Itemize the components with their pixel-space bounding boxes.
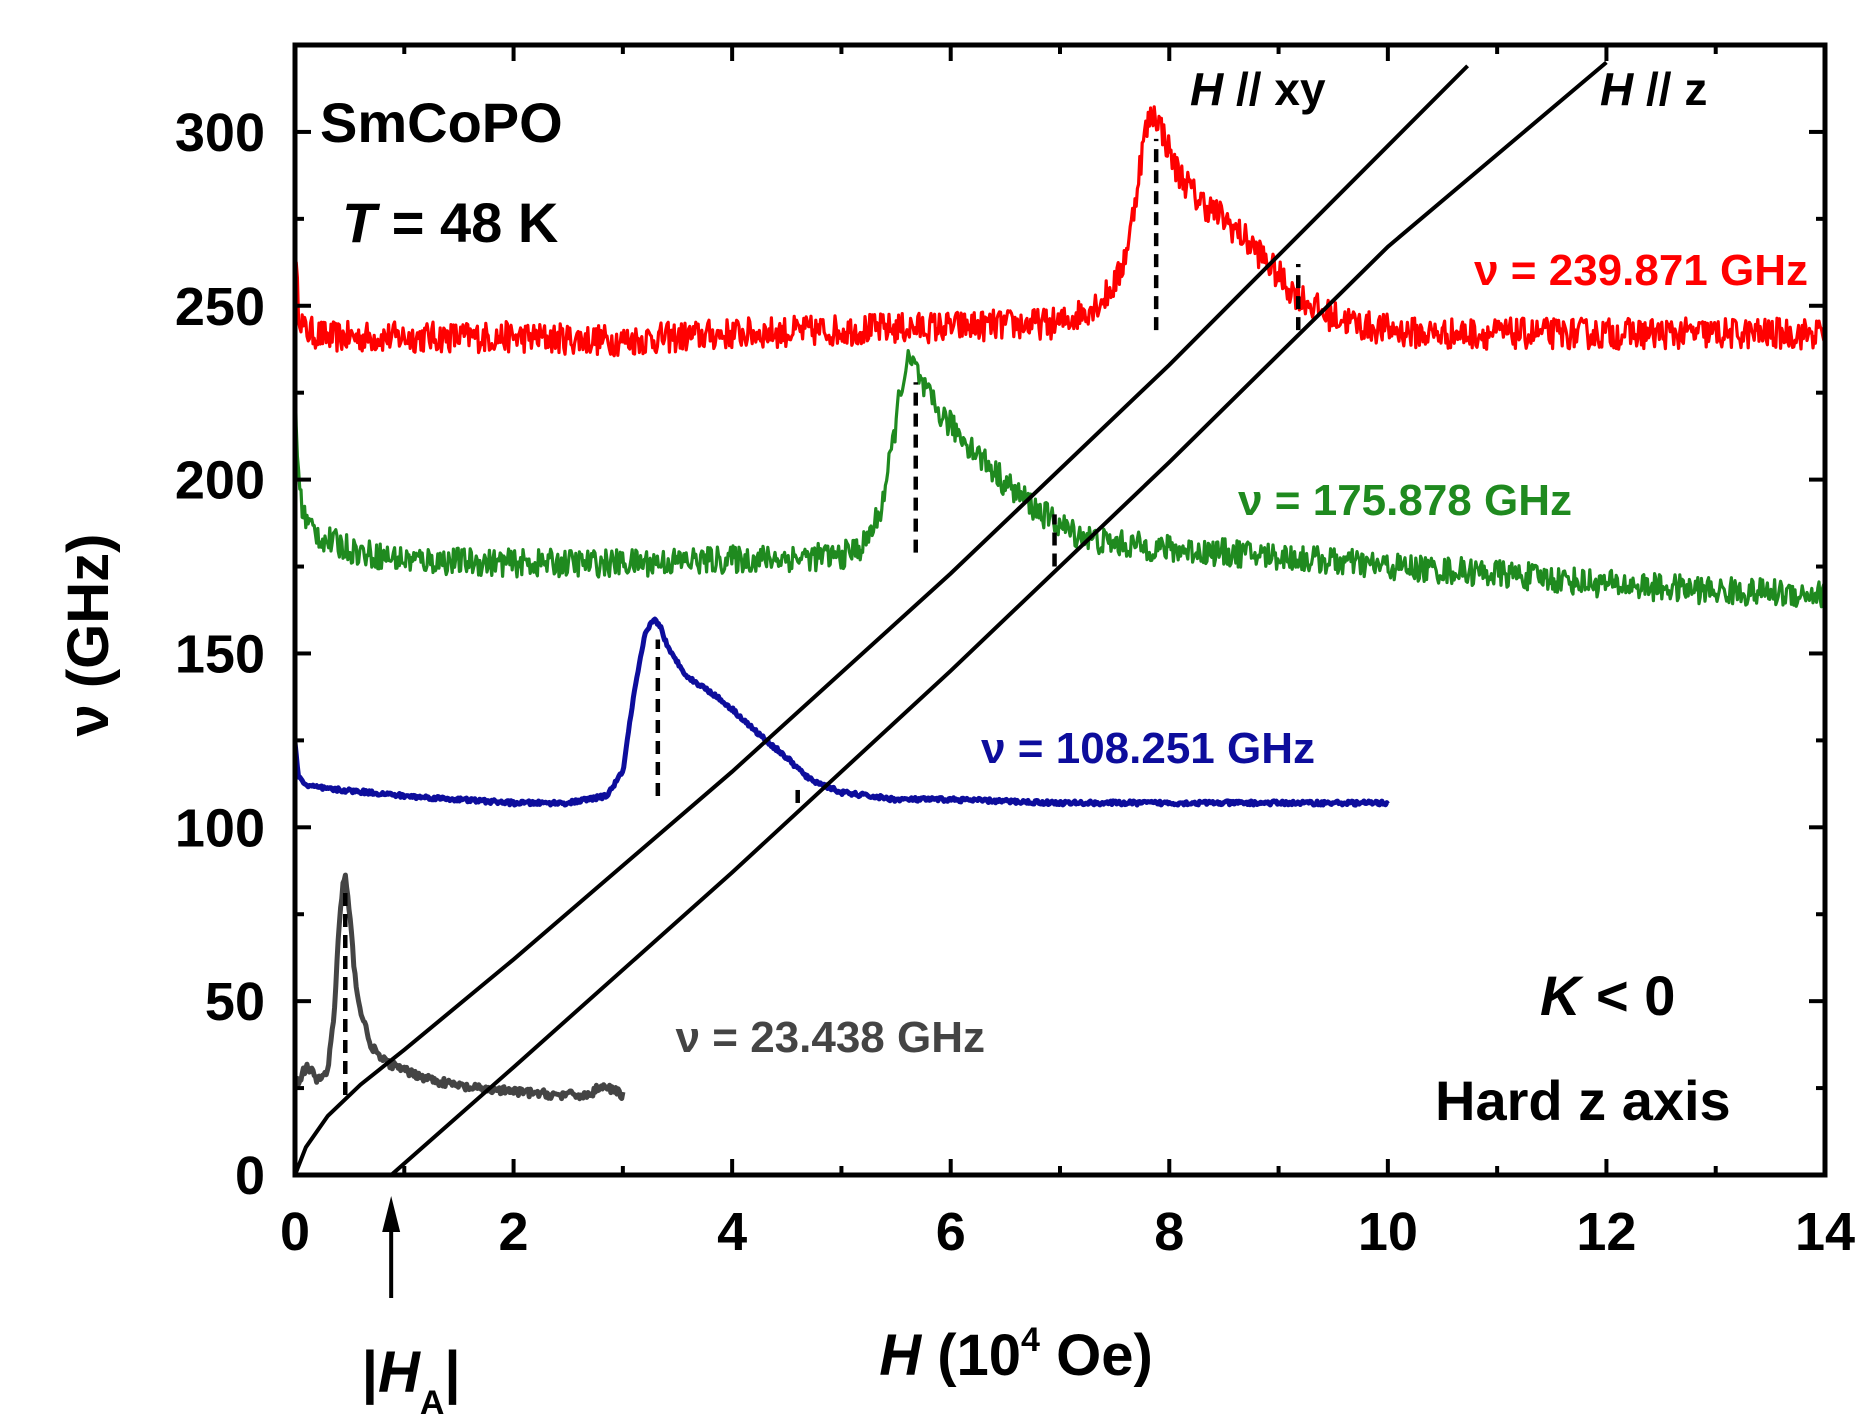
plot-area: 0 2 4 6 8 10 12 14 0 50 100 150 200 250 300 [175,42,1855,1262]
line-label-xy: H // xy [1190,63,1326,115]
axis-ticks: 0 2 4 6 8 10 12 14 0 50 100 150 200 250 300 [175,43,1855,1262]
ha-marker: |HA| [362,1196,461,1420]
y-tick-label: 0 [235,1146,265,1206]
resonance-line-xy [295,64,1470,1175]
sample-label: SmCoPO [320,91,563,154]
x-tick-label: 14 [1795,1202,1855,1262]
y-tick-label: 50 [205,972,265,1032]
series-label-239: ν = 239.871 GHz [1474,246,1808,295]
x-tick-label: 10 [1358,1202,1418,1262]
series-1-line [295,349,1825,609]
temperature-label: T = 48 K [342,191,558,254]
ha-arrow-head [382,1196,401,1232]
y-axis-title: ν (GHz) [56,534,121,737]
y-tick-label: 300 [175,103,265,163]
axis-note-label: Hard z axis [1435,1069,1731,1132]
x-axis-title: H (104 Oe) [879,1321,1153,1388]
x-tick-label: 6 [936,1202,966,1262]
y-tick-label: 150 [175,624,265,684]
y-tick-label: 100 [175,798,265,858]
series-3-line [295,872,626,1102]
ha-label: |HA| [362,1340,461,1420]
series-label-23: ν = 23.438 GHz [676,1013,985,1062]
series-label-108: ν = 108.251 GHz [981,724,1315,773]
x-tick-label: 2 [499,1202,529,1262]
x-tick-label: 4 [717,1202,747,1262]
x-tick-label: 0 [280,1202,310,1262]
series-group [295,105,1825,1102]
anisotropy-label: K < 0 [1540,964,1675,1027]
resonance-line-z [389,60,1608,1175]
line-label-z: H // z [1600,63,1707,115]
x-tick-label: 12 [1576,1202,1636,1262]
dashed-markers [343,138,1301,1096]
x-tick-label: 8 [1154,1202,1184,1262]
resonance-lines [295,60,1608,1175]
series-2-line [295,616,1390,808]
y-tick-label: 250 [175,277,265,337]
series-label-175: ν = 175.878 GHz [1238,476,1572,525]
series-0-line [295,105,1825,358]
y-tick-label: 200 [175,451,265,511]
